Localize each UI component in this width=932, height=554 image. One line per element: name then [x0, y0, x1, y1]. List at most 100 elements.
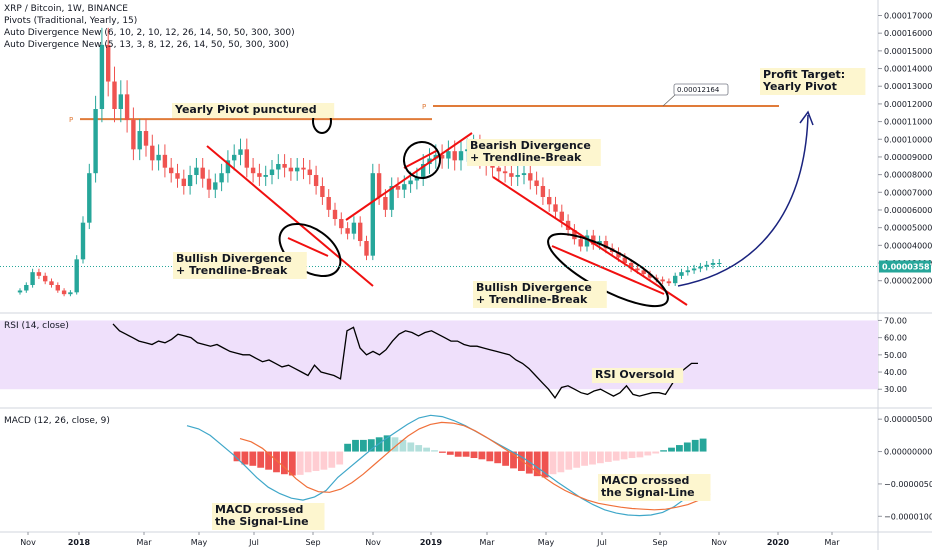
- time-tick-label: Jul: [248, 538, 259, 547]
- macd-histogram-bar: [360, 439, 367, 452]
- candle-body: [339, 219, 344, 229]
- candle-body: [395, 186, 401, 190]
- candle-body: [635, 268, 640, 271]
- macd-histogram-bar: [628, 451, 636, 459]
- note-macd-cross-2-text: MACD crossed: [601, 474, 689, 487]
- macd-histogram-bar: [565, 451, 573, 470]
- signal-line: [239, 421, 711, 511]
- price-tick-label: 0.00015000: [884, 47, 932, 56]
- candle-body: [439, 154, 445, 159]
- pivot-price-label: 0.00012164: [677, 86, 720, 94]
- rsi-tick-label: 40.00: [884, 368, 907, 377]
- macd-tick-label: 0.00000000: [884, 448, 932, 457]
- candle-body: [389, 186, 394, 210]
- macd-histogram-bar: [233, 451, 241, 462]
- rsi-pane[interactable]: [112, 323, 698, 399]
- indicator-pivots-label[interactable]: Pivots (Traditional, Yearly, 15): [4, 16, 137, 26]
- note-bullish-divergence-1: Bullish Divergence+ Trendline-Break: [173, 252, 307, 279]
- macd-histogram-bar: [589, 451, 596, 465]
- candle-body: [36, 272, 42, 276]
- candle-body: [80, 222, 86, 260]
- price-tick-label: 0.00014000: [884, 65, 932, 74]
- candle-body: [238, 149, 243, 155]
- macd-histogram-bar: [668, 447, 675, 452]
- indicator-autodiv-2-label[interactable]: Auto Divergence New (5, 13, 3, 8, 12, 26…: [4, 40, 289, 50]
- note-bearish-divergence-text: Bearish Divergence: [470, 139, 591, 152]
- time-tick-label: 2018: [68, 538, 91, 547]
- macd-histogram-bar: [573, 451, 581, 468]
- candle-body: [660, 279, 665, 282]
- macd-histogram-bar: [510, 451, 517, 469]
- pivot-lines: P P 0.00012164: [69, 83, 779, 124]
- candle-body: [515, 175, 520, 177]
- candle-body: [345, 228, 350, 234]
- candle-body: [628, 263, 634, 269]
- candle-body: [358, 222, 363, 242]
- indicator-autodiv-1-label[interactable]: Auto Divergence New (6, 10, 2, 10, 12, 2…: [4, 28, 295, 38]
- note-pivot-punctured: Yearly Pivot punctured: [172, 103, 335, 118]
- macd-pane[interactable]: [186, 414, 711, 517]
- profit-target-arrow: [677, 114, 809, 287]
- macd-histogram-bar: [486, 451, 494, 462]
- time-tick-label: Sep: [652, 538, 667, 547]
- macd-histogram-bar: [241, 451, 249, 465]
- price-tick-label: 0.00010000: [884, 135, 932, 144]
- candle-body: [458, 151, 464, 161]
- macd-histogram-bar: [691, 439, 699, 452]
- macd-histogram-bar: [604, 451, 612, 462]
- candle-body: [370, 173, 375, 256]
- candle-body: [131, 120, 136, 150]
- macd-histogram-bar: [636, 451, 644, 458]
- candle-body: [124, 94, 130, 121]
- rsi-title[interactable]: RSI (14, close): [4, 321, 69, 331]
- macd-histogram-bar: [533, 451, 541, 477]
- candle-body: [250, 167, 256, 174]
- time-tick-label: 2019: [420, 538, 443, 547]
- time-tick-label: 2020: [767, 538, 790, 547]
- candle-body: [181, 178, 186, 187]
- note-bullish-divergence-2: Bullish Divergence+ Trendline-Break: [473, 281, 607, 308]
- macd-tick-label: 0.00000500: [884, 415, 932, 424]
- time-tick-label: Mar: [136, 538, 152, 547]
- time-tick-label: Mar: [824, 538, 840, 547]
- macd-histogram-bar: [683, 442, 691, 452]
- note-bearish-divergence-bg: [467, 139, 601, 166]
- divergence-ellipse-2: [403, 141, 441, 179]
- note-profit-target-text: Profit Target:: [763, 68, 845, 81]
- note-profit-target: Profit Target:Yearly Pivot: [760, 68, 866, 95]
- candle-body: [383, 197, 388, 210]
- price-pane[interactable]: P P 0.00012164: [17, 27, 779, 319]
- candle-body: [200, 167, 205, 179]
- candle-body: [421, 164, 426, 177]
- candle-body: [559, 211, 564, 221]
- time-tick-label: Sep: [305, 538, 320, 547]
- time-tick-label: May: [191, 538, 208, 547]
- candle-body: [87, 173, 92, 223]
- candle-body: [17, 290, 23, 293]
- time-tick-label: Mar: [479, 538, 495, 547]
- candle-body: [55, 285, 60, 291]
- price-tick-label: 0.00002000: [884, 277, 932, 286]
- divergence-line-3: [551, 245, 665, 295]
- candle-body: [137, 131, 142, 150]
- price-tick-label: 0.00013000: [884, 82, 932, 91]
- macd-histogram-bar: [375, 437, 383, 452]
- macd-histogram-bar: [391, 437, 399, 452]
- macd-title[interactable]: MACD (12, 26, close, 9): [4, 416, 110, 426]
- note-pivot-punctured-bg: [172, 103, 335, 118]
- trendlines: [206, 108, 688, 308]
- note-bullish-divergence-1-bg: [173, 252, 307, 279]
- candle-body: [540, 186, 546, 198]
- candle-body: [452, 151, 457, 161]
- note-bullish-divergence-1-text: + Trendline-Break: [176, 264, 288, 277]
- axes: 0.00017000 0.00016000 0.00015000 0.00014000…: [0, 12, 932, 547]
- macd-histogram-bar: [407, 442, 415, 452]
- macd-histogram-bar: [257, 451, 265, 468]
- macd-histogram-bar: [249, 451, 257, 466]
- macd-histogram-bar: [644, 451, 652, 456]
- candle-body: [433, 154, 438, 159]
